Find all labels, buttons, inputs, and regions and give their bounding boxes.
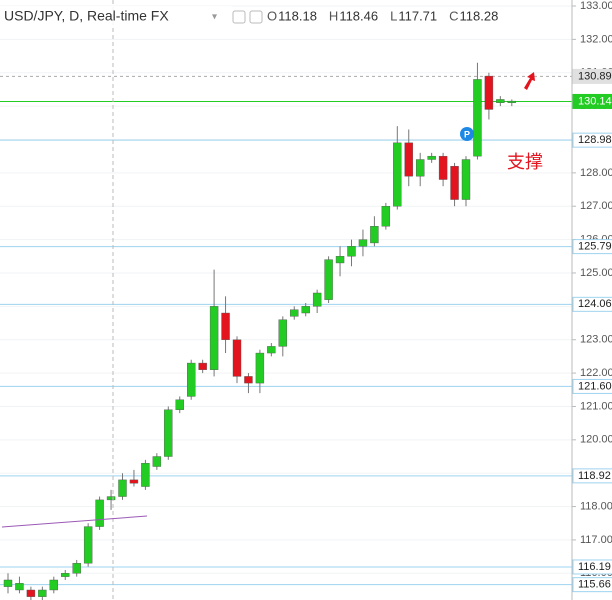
y-tick-label: 132.00	[580, 33, 612, 45]
y-tick-label: 123.00	[580, 334, 612, 346]
price-label-bg	[572, 468, 612, 484]
price-label: 128.98	[578, 134, 612, 146]
candle-body	[221, 312, 230, 340]
candle-body	[164, 409, 173, 457]
ohlc-value: 117.71	[398, 8, 437, 23]
ohlc-value: 118.28	[460, 8, 499, 23]
candle-body	[461, 159, 471, 200]
settings-icon[interactable]	[249, 10, 263, 24]
price-label-bg	[572, 239, 612, 255]
candle-body	[152, 456, 162, 467]
candle-body	[232, 339, 242, 377]
plot	[0, 5, 572, 600]
candle-body	[198, 362, 207, 370]
candle-body	[484, 75, 494, 110]
ohlc-value: 118.18	[278, 8, 317, 23]
candle-body	[496, 99, 505, 103]
candle-body	[416, 159, 425, 177]
candle-body	[381, 206, 391, 227]
candle-body	[38, 589, 47, 597]
candle-body	[209, 306, 219, 370]
candle-body	[3, 579, 13, 587]
candle-body	[141, 462, 150, 487]
candle-body	[473, 79, 482, 157]
price-label-bg	[572, 68, 612, 84]
candle-body	[255, 352, 265, 384]
trend-line	[1, 515, 148, 528]
candle-body	[15, 583, 24, 591]
price-label: 116.19	[578, 561, 611, 573]
price-label-bg	[572, 559, 612, 575]
candle-body	[404, 142, 413, 177]
candle-body	[267, 346, 276, 354]
candle-body	[358, 239, 368, 247]
price-label: 124.06	[578, 298, 612, 310]
y-tick-label: 120.00	[580, 434, 612, 446]
y-tick-label: 127.00	[580, 200, 612, 212]
y-tick-label: 133.00	[580, 0, 612, 12]
arrow	[524, 72, 535, 90]
ohlc-value: 118.46	[339, 8, 378, 23]
candle-body	[507, 100, 516, 103]
eye-icon[interactable]	[232, 10, 246, 24]
candle-body	[393, 142, 402, 207]
price-axis: 116.00117.00118.00119.00120.00121.00122.…	[572, 0, 612, 593]
price-label: 121.60	[578, 380, 612, 392]
y-tick-label: 125.00	[580, 267, 612, 279]
y-tick-label: 118.00	[580, 500, 612, 512]
y-tick-label: 128.00	[580, 167, 612, 179]
candle-body	[129, 479, 139, 484]
candle-body	[427, 155, 436, 160]
candle-body	[278, 319, 287, 347]
candle-body	[324, 259, 333, 300]
dropdown[interactable]: ▾	[212, 12, 217, 23]
candle-body	[244, 376, 253, 384]
candle-body	[175, 399, 184, 410]
candle-body	[450, 165, 459, 200]
candle-body	[438, 155, 448, 180]
candle-body	[301, 306, 310, 314]
candle-body	[95, 499, 104, 527]
price-label: 130.14	[578, 95, 612, 107]
ohlc-key: L	[390, 8, 397, 23]
price-label-bg	[572, 577, 612, 593]
candle-body	[290, 309, 299, 317]
annotation: 支撑	[507, 152, 543, 172]
price-label: 115.66	[578, 579, 611, 591]
candle-body	[49, 579, 58, 591]
candle-body	[347, 246, 356, 257]
candle-body	[118, 479, 127, 497]
ohlc-key: O	[267, 8, 277, 23]
candle-body	[72, 563, 81, 574]
ohlc-legend: O 118.18 H 118.46 L 117.71 C 118.28	[267, 8, 498, 23]
event-marker[interactable]	[460, 127, 474, 141]
candle-body	[312, 292, 322, 307]
candle-body	[335, 256, 345, 264]
price-label: 125.79	[578, 241, 612, 253]
ohlc-key: H	[329, 8, 338, 23]
candle-body	[61, 573, 70, 577]
y-tick-label: 122.00	[580, 367, 612, 379]
candle-body	[186, 362, 196, 397]
price-label-bg	[572, 93, 612, 109]
event-marker-icon: P	[464, 129, 470, 139]
y-tick-label: 121.00	[580, 400, 612, 412]
price-label-bg	[572, 378, 612, 394]
symbol: USD/JPY, D, Real-time FX	[4, 8, 169, 24]
candle-body	[106, 496, 116, 501]
price-label: 130.89	[578, 70, 612, 82]
candle-body	[83, 526, 93, 564]
candle-body	[26, 589, 36, 597]
header-bg	[0, 6, 232, 28]
ohlc-key: C	[449, 8, 458, 23]
price-label: 118.92	[578, 470, 611, 482]
y-tick-label: 117.00	[580, 534, 612, 546]
price-label-bg	[572, 132, 612, 148]
price-label-bg	[572, 296, 612, 312]
candle-body	[370, 226, 379, 244]
